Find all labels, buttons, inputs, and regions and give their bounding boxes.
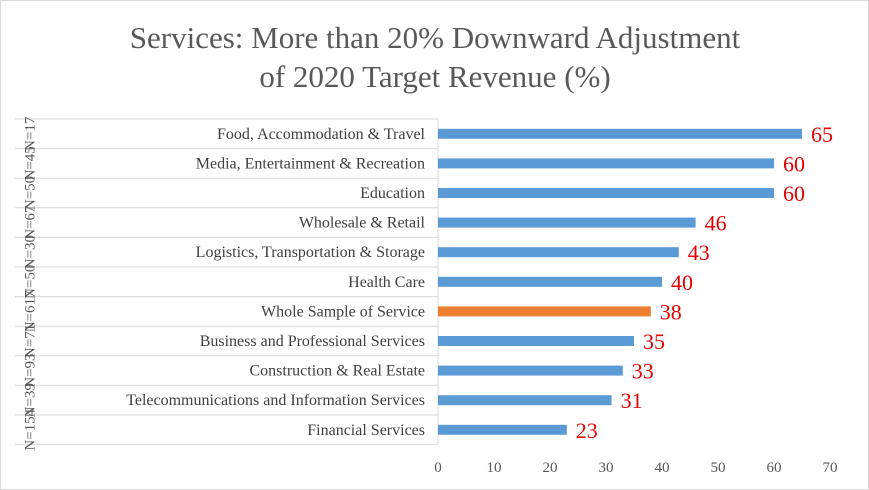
x-tick-label: 10 bbox=[487, 460, 502, 476]
chart-title-line-1: Services: More than 20% Downward Adjustm… bbox=[130, 20, 741, 55]
x-tick-label: 70 bbox=[823, 460, 838, 476]
category-label: Wholesale & Retail bbox=[299, 215, 426, 232]
plot-area: N=17 Food, Accommodation & Travel 65 N=45 Me… bbox=[15, 116, 838, 476]
data-label: 23 bbox=[576, 418, 598, 443]
n-label: N=67 bbox=[22, 205, 38, 240]
data-label: 38 bbox=[660, 299, 682, 324]
x-tick-label: 40 bbox=[655, 460, 670, 476]
bar bbox=[438, 276, 662, 287]
bar bbox=[438, 247, 679, 258]
data-label: 46 bbox=[705, 211, 727, 236]
category-label: Construction & Real Estate bbox=[249, 363, 425, 380]
n-label: N=45 bbox=[22, 146, 38, 180]
category-label: Telecommunications and Information Servi… bbox=[126, 392, 425, 409]
data-label: 43 bbox=[688, 240, 710, 265]
data-label: 65 bbox=[811, 122, 833, 147]
n-label: N=617 bbox=[22, 290, 38, 332]
n-label: N=71 bbox=[22, 324, 38, 358]
bar bbox=[438, 217, 696, 228]
category-label: Food, Accommodation & Travel bbox=[217, 126, 426, 143]
x-tick-label: 50 bbox=[711, 460, 726, 476]
n-label: N=50 bbox=[22, 265, 38, 299]
category-label: Financial Services bbox=[307, 422, 425, 439]
bar bbox=[438, 365, 623, 376]
bar bbox=[438, 128, 802, 139]
bar bbox=[438, 158, 774, 169]
data-label: 35 bbox=[643, 329, 665, 354]
x-tick-label: 60 bbox=[767, 460, 782, 476]
category-label: Logistics, Transportation & Storage bbox=[196, 244, 425, 261]
n-label: N=154 bbox=[22, 408, 38, 450]
category-label: Business and Professional Services bbox=[200, 333, 425, 350]
category-label: Media, Entertainment & Recreation bbox=[196, 155, 425, 172]
data-label: 31 bbox=[621, 388, 643, 413]
bar bbox=[438, 336, 634, 346]
x-tick-label: 30 bbox=[599, 460, 614, 476]
category-label: Health Care bbox=[348, 274, 425, 291]
bar bbox=[438, 395, 612, 406]
bar bbox=[438, 424, 567, 435]
bar bbox=[438, 188, 774, 198]
n-label: N=39 bbox=[22, 383, 38, 417]
bar-highlight bbox=[438, 306, 651, 317]
category-label: Whole Sample of Service bbox=[261, 303, 425, 320]
x-tick-label: 0 bbox=[434, 460, 442, 476]
data-label: 33 bbox=[632, 359, 654, 384]
data-label: 60 bbox=[783, 181, 805, 206]
data-label: 60 bbox=[783, 151, 805, 176]
n-label: N=50 bbox=[22, 176, 38, 210]
category-label: Education bbox=[360, 185, 425, 202]
data-label: 40 bbox=[671, 270, 693, 295]
n-label: N=93 bbox=[22, 353, 38, 387]
chart-title-line-2: of 2020 Target Revenue (%) bbox=[259, 59, 610, 94]
n-label: N=30 bbox=[22, 235, 38, 269]
x-tick-label: 20 bbox=[543, 460, 558, 476]
n-label: N=17 bbox=[22, 116, 38, 151]
